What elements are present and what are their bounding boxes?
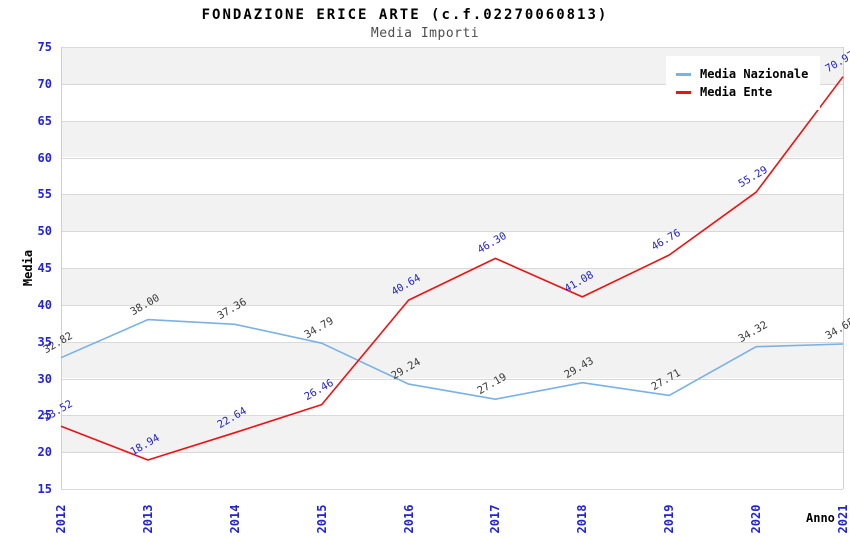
y-tick-label: 65 (37, 113, 52, 128)
legend-item-media-ente[interactable]: Media Ente (676, 85, 808, 99)
y-tick-label: 20 (37, 445, 52, 460)
y-tick-label: 25 (37, 408, 52, 423)
x-tick-label: 2013 (140, 504, 155, 534)
plot-border (61, 47, 62, 489)
x-tick-label: 2014 (227, 504, 242, 534)
plot-band (61, 194, 843, 232)
gridline (61, 194, 843, 196)
y-tick-label: 55 (37, 187, 52, 202)
plot-band (61, 157, 843, 195)
y-tick-label: 35 (37, 334, 52, 349)
y-tick-label: 70 (37, 76, 52, 91)
y-tick-label: 60 (37, 150, 52, 165)
plot-area: 32.82 38.00 37.36 34.79 29.24 27.19 29.43 27.71… (41, 47, 850, 490)
gridline (61, 47, 843, 48)
legend-label: Media Ente (700, 85, 773, 99)
x-tick-label: 2019 (662, 504, 677, 534)
x-tick-label: 2017 (488, 504, 503, 534)
gridline (61, 415, 843, 417)
series-line-media-ente (60, 76, 844, 461)
plot-band (61, 341, 843, 379)
plot-band (61, 304, 843, 342)
plot-band (61, 231, 843, 268)
gridline (61, 341, 843, 343)
plot-border (843, 47, 844, 489)
x-axis-title: Anno (806, 511, 835, 525)
chart-title: FONDAZIONE ERICE ARTE (c.f.02270060813) (201, 7, 609, 23)
y-tick-label: 75 (37, 40, 52, 54)
gridline (61, 120, 843, 122)
plot-band (61, 378, 843, 416)
y-axis-title: Media (21, 249, 35, 287)
legend-label: Media Nazionale (700, 67, 809, 81)
legend-swatch (676, 72, 691, 76)
y-tick-label: 45 (37, 261, 52, 275)
gridline (61, 378, 843, 380)
y-tick-label: 50 (37, 224, 52, 239)
plot-band (61, 452, 843, 489)
gridline (61, 304, 843, 306)
x-tick-label: 2016 (401, 504, 416, 534)
legend-item-media-nazionale[interactable]: Media Nazionale (676, 67, 808, 81)
gridline (61, 231, 843, 233)
x-tick-label: 2020 (749, 504, 764, 534)
gridline (61, 452, 843, 454)
y-tick-label: 15 (37, 482, 52, 496)
plot-band (61, 120, 843, 158)
x-tick-label: 2018 (575, 504, 590, 534)
legend: Media Nazionale Media Ente (666, 56, 821, 110)
x-tick-label: 2021 (836, 504, 850, 534)
x-tick-label: 2012 (54, 504, 68, 534)
gridline (61, 83, 843, 85)
y-tick-label: 30 (37, 371, 52, 386)
gridline (61, 489, 843, 490)
plot-band (61, 268, 843, 305)
series-line-media-nazionale (60, 318, 844, 401)
legend-swatch (676, 90, 691, 94)
gridline (61, 268, 843, 269)
gridline (61, 157, 843, 159)
chart-subtitle: Media Importi (370, 26, 480, 41)
y-tick-label: 40 (37, 297, 52, 312)
x-tick-label: 2015 (314, 504, 329, 534)
